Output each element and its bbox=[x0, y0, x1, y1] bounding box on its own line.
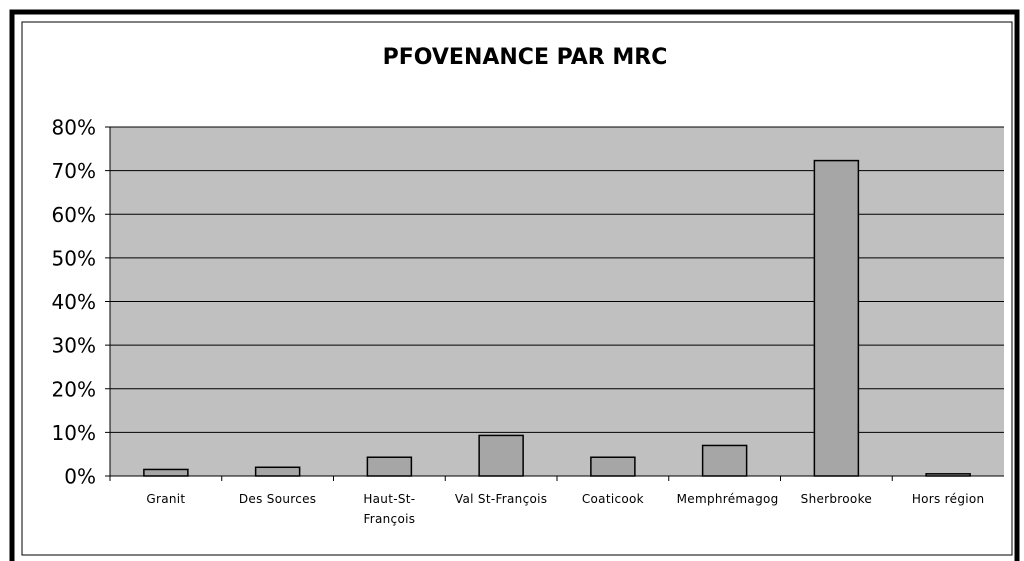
bar bbox=[366, 456, 413, 477]
y-tick-label: 40% bbox=[52, 290, 96, 314]
y-tick-label: 70% bbox=[52, 159, 96, 183]
y-tick-label: 80% bbox=[52, 116, 96, 140]
outer-frame bbox=[9, 9, 1020, 561]
y-tick-label: 10% bbox=[52, 421, 96, 445]
bar bbox=[254, 466, 301, 477]
y-tick-label: 50% bbox=[52, 246, 96, 270]
chart-title: PFOVENANCE PAR MRC bbox=[383, 45, 668, 70]
y-tick-label: 20% bbox=[52, 377, 96, 401]
x-tick-label: Granit bbox=[146, 492, 186, 506]
bar bbox=[143, 468, 189, 477]
x-tick-label: Memphrémagog bbox=[676, 492, 779, 506]
x-tick-label: Des Sources bbox=[238, 492, 317, 506]
x-tick-label: Sherbrooke bbox=[800, 492, 873, 506]
bar bbox=[701, 444, 748, 477]
x-tick-label: Haut-St-François bbox=[363, 492, 416, 526]
bar bbox=[813, 159, 860, 477]
x-tick-label: Val St-François bbox=[454, 492, 548, 506]
bar bbox=[478, 434, 524, 477]
y-tick-label: 30% bbox=[52, 334, 96, 358]
x-tick-label: Hors région bbox=[911, 492, 985, 506]
y-tick-label: 0% bbox=[64, 465, 96, 489]
y-tick-label: 60% bbox=[52, 203, 96, 227]
x-tick-label: Coaticook bbox=[581, 492, 644, 506]
bar bbox=[590, 456, 636, 477]
